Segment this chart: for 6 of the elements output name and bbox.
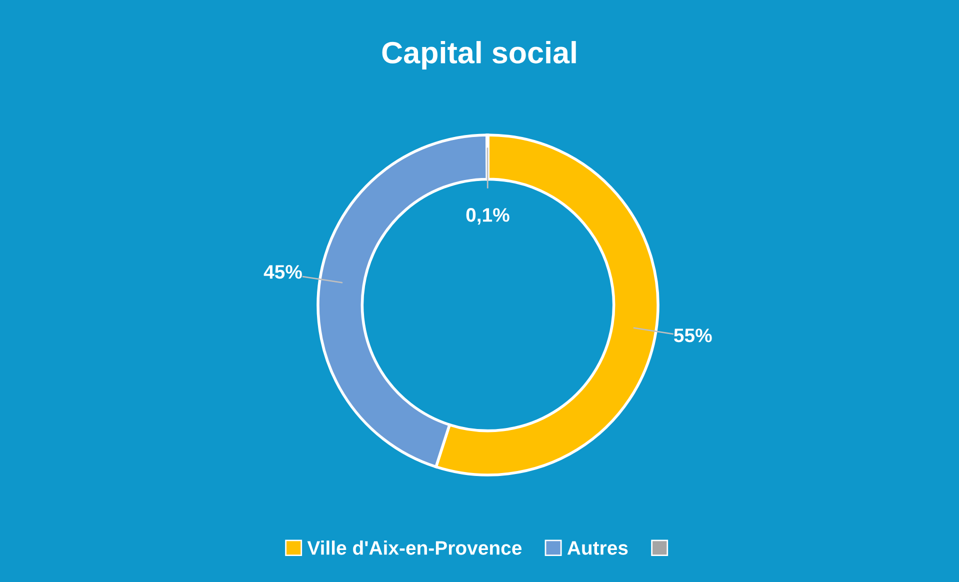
chart-title: Capital social [382, 41, 576, 70]
data-label: 0,1% [466, 208, 510, 225]
data-label: 55% [674, 328, 712, 342]
legend-label: Autres [567, 541, 628, 555]
data-label: 45% [264, 265, 302, 279]
legend-label: Ville d'Aix-en-Provence [307, 540, 522, 555]
